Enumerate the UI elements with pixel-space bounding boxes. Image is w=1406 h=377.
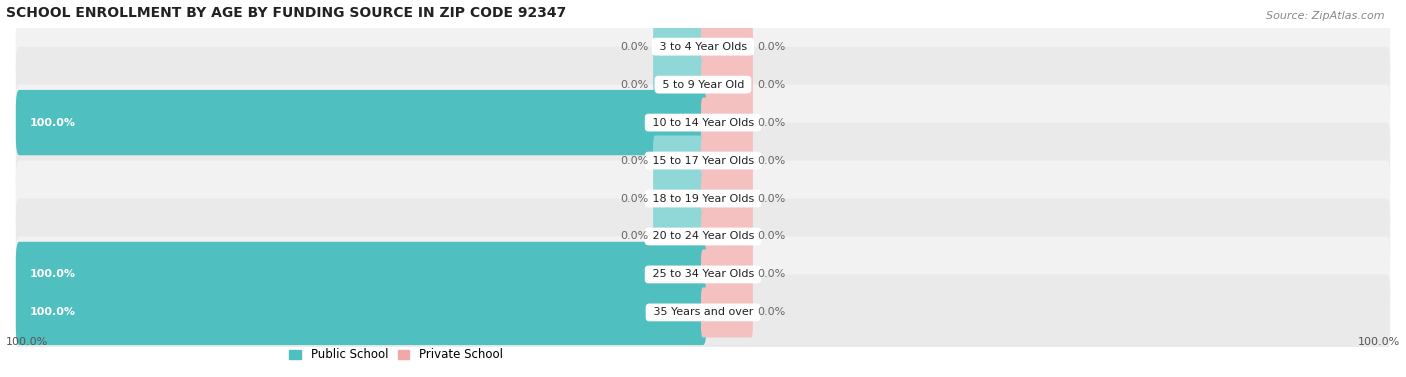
Text: 25 to 34 Year Olds: 25 to 34 Year Olds — [648, 270, 758, 279]
FancyBboxPatch shape — [15, 199, 1391, 274]
FancyBboxPatch shape — [702, 135, 754, 185]
FancyBboxPatch shape — [15, 123, 1391, 199]
Text: 100.0%: 100.0% — [30, 270, 76, 279]
FancyBboxPatch shape — [652, 211, 704, 262]
FancyBboxPatch shape — [652, 60, 704, 110]
Text: 0.0%: 0.0% — [620, 193, 648, 204]
Text: 20 to 24 Year Olds: 20 to 24 Year Olds — [648, 231, 758, 242]
FancyBboxPatch shape — [702, 173, 754, 224]
Text: 0.0%: 0.0% — [758, 307, 786, 317]
Text: 0.0%: 0.0% — [758, 156, 786, 166]
FancyBboxPatch shape — [15, 280, 706, 345]
Text: 35 Years and over: 35 Years and over — [650, 307, 756, 317]
Text: 0.0%: 0.0% — [758, 80, 786, 90]
FancyBboxPatch shape — [15, 161, 1391, 236]
FancyBboxPatch shape — [15, 90, 706, 155]
FancyBboxPatch shape — [15, 236, 1391, 313]
FancyBboxPatch shape — [702, 287, 754, 337]
FancyBboxPatch shape — [652, 135, 704, 185]
FancyBboxPatch shape — [702, 250, 754, 299]
Text: 100.0%: 100.0% — [1358, 337, 1400, 347]
Text: 0.0%: 0.0% — [758, 231, 786, 242]
Text: 15 to 17 Year Olds: 15 to 17 Year Olds — [648, 156, 758, 166]
Text: 100.0%: 100.0% — [6, 337, 48, 347]
Text: 0.0%: 0.0% — [758, 41, 786, 52]
Text: 5 to 9 Year Old: 5 to 9 Year Old — [658, 80, 748, 90]
Legend: Public School, Private School: Public School, Private School — [284, 344, 508, 366]
FancyBboxPatch shape — [702, 60, 754, 110]
Text: 0.0%: 0.0% — [758, 193, 786, 204]
FancyBboxPatch shape — [702, 21, 754, 72]
Text: 0.0%: 0.0% — [620, 41, 648, 52]
Text: 0.0%: 0.0% — [620, 156, 648, 166]
FancyBboxPatch shape — [15, 242, 706, 307]
FancyBboxPatch shape — [652, 21, 704, 72]
Text: 18 to 19 Year Olds: 18 to 19 Year Olds — [648, 193, 758, 204]
Text: 0.0%: 0.0% — [758, 270, 786, 279]
Text: 0.0%: 0.0% — [758, 118, 786, 127]
FancyBboxPatch shape — [15, 9, 1391, 84]
FancyBboxPatch shape — [702, 98, 754, 148]
FancyBboxPatch shape — [702, 211, 754, 262]
Text: Source: ZipAtlas.com: Source: ZipAtlas.com — [1267, 11, 1385, 21]
FancyBboxPatch shape — [15, 84, 1391, 161]
FancyBboxPatch shape — [15, 274, 1391, 350]
Text: 0.0%: 0.0% — [620, 231, 648, 242]
Text: 100.0%: 100.0% — [30, 307, 76, 317]
Text: 100.0%: 100.0% — [30, 118, 76, 127]
Text: 0.0%: 0.0% — [620, 80, 648, 90]
Text: SCHOOL ENROLLMENT BY AGE BY FUNDING SOURCE IN ZIP CODE 92347: SCHOOL ENROLLMENT BY AGE BY FUNDING SOUR… — [6, 6, 565, 20]
FancyBboxPatch shape — [652, 173, 704, 224]
FancyBboxPatch shape — [15, 47, 1391, 123]
Text: 10 to 14 Year Olds: 10 to 14 Year Olds — [648, 118, 758, 127]
Text: 3 to 4 Year Olds: 3 to 4 Year Olds — [655, 41, 751, 52]
